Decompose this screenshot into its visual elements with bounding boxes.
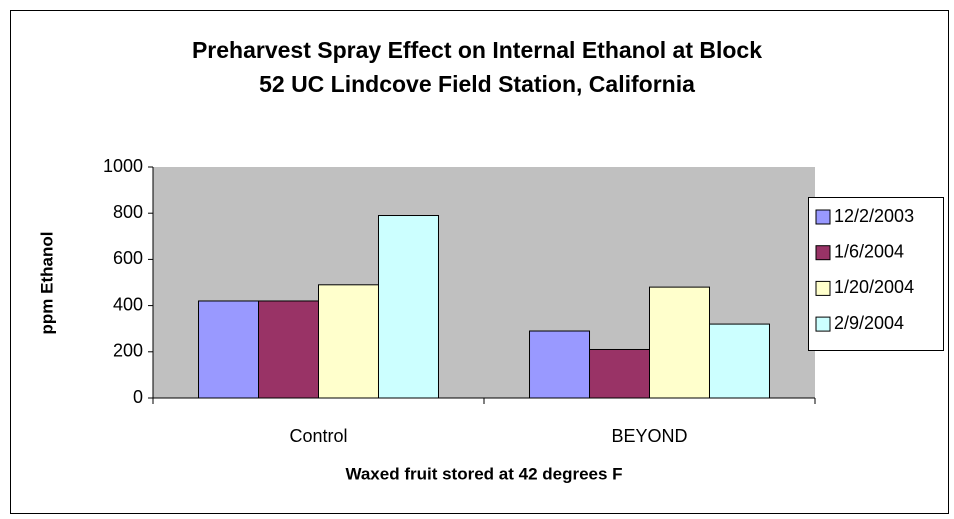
bar [258,300,320,399]
legend-box [808,197,944,351]
bar [589,348,650,399]
y-tick-label: 1000 [103,156,143,176]
bar [708,323,770,399]
chart-title: 52 UC Lindcove Field Station, California [259,71,695,97]
y-axis-title: ppm Ethanol [37,232,56,335]
legend-label: 12/2/2003 [834,206,914,226]
x-tick-label: BEYOND [611,426,687,446]
y-tick-label: 800 [113,202,143,222]
legend-swatch [815,209,831,225]
bar [318,284,379,399]
y-tick-label: 0 [133,387,143,407]
bar [649,286,710,399]
y-tick-label: 400 [113,294,143,314]
x-tick-label: Control [289,426,347,446]
legend-label: 1/6/2004 [834,241,904,261]
legend-swatch [815,280,831,296]
chart-title: Preharvest Spray Effect on Internal Etha… [192,37,762,63]
legend-swatch [815,316,831,332]
legend-label: 2/9/2004 [834,313,904,333]
legend-label: 1/20/2004 [834,277,914,297]
bar [377,215,439,399]
bar [529,330,591,399]
y-tick-label: 200 [113,341,143,361]
bar [198,300,260,399]
y-tick-label: 600 [113,248,143,268]
x-axis-title: Waxed fruit stored at 42 degrees F [345,464,622,483]
legend-swatch [815,245,831,261]
